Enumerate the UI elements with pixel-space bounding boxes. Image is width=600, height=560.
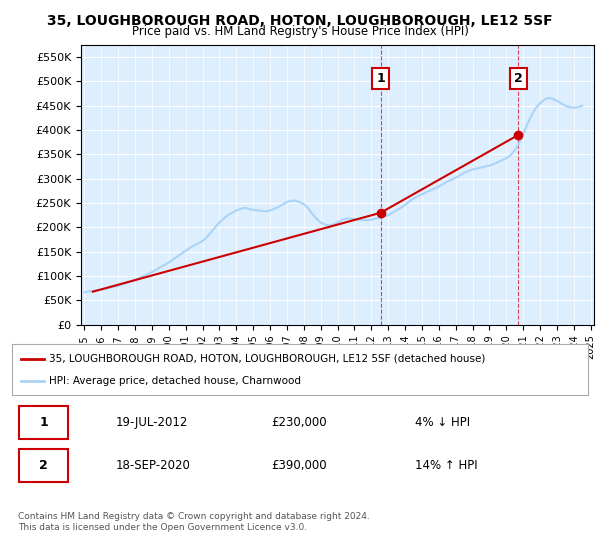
Text: £390,000: £390,000: [271, 459, 327, 472]
Text: 19-JUL-2012: 19-JUL-2012: [116, 416, 188, 428]
Text: 2: 2: [40, 459, 48, 472]
Text: £230,000: £230,000: [271, 416, 327, 428]
Text: 1: 1: [376, 72, 385, 85]
FancyBboxPatch shape: [19, 449, 68, 482]
Text: Contains HM Land Registry data © Crown copyright and database right 2024.
This d: Contains HM Land Registry data © Crown c…: [18, 512, 370, 532]
Text: 2: 2: [514, 72, 523, 85]
Text: 14% ↑ HPI: 14% ↑ HPI: [415, 459, 478, 472]
Text: Price paid vs. HM Land Registry's House Price Index (HPI): Price paid vs. HM Land Registry's House …: [131, 25, 469, 38]
Text: 4% ↓ HPI: 4% ↓ HPI: [415, 416, 470, 428]
Text: 1: 1: [40, 416, 48, 428]
Text: 35, LOUGHBOROUGH ROAD, HOTON, LOUGHBOROUGH, LE12 5SF: 35, LOUGHBOROUGH ROAD, HOTON, LOUGHBOROU…: [47, 14, 553, 28]
Text: 18-SEP-2020: 18-SEP-2020: [116, 459, 191, 472]
FancyBboxPatch shape: [19, 405, 68, 438]
Text: HPI: Average price, detached house, Charnwood: HPI: Average price, detached house, Char…: [49, 376, 301, 386]
Text: 35, LOUGHBOROUGH ROAD, HOTON, LOUGHBOROUGH, LE12 5SF (detached house): 35, LOUGHBOROUGH ROAD, HOTON, LOUGHBOROU…: [49, 353, 486, 363]
